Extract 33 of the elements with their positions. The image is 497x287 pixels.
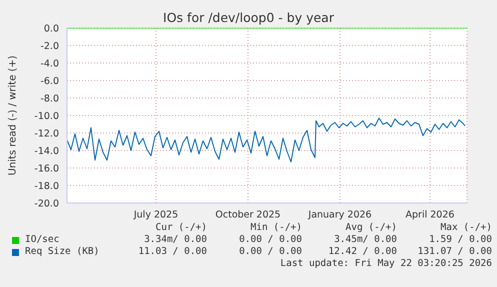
text: 12.42 / 0.00 [327,246,397,258]
y-tick-label: -14.0 [34,146,59,157]
x-tick-label: January 2026 [307,210,372,221]
text: Max (-/+) [440,222,492,234]
legend-label: IO/sec [24,234,60,246]
text: 0.00 / 0.00 [238,246,302,258]
text: Cur (-/+) [154,222,207,234]
text: Last update: Fri May 22 03:20:25 2026 [279,258,492,270]
text: 3.34m/ 0.00 [143,234,207,246]
y-tick-label: -18.0 [34,180,59,192]
y-tick-label: 0.0 [44,23,59,34]
legend-label: Req Size (KB) [24,246,100,258]
text: 11.03 / 0.00 [137,246,207,258]
text: Avg (-/+) [344,222,397,234]
x-tick-label: October 2025 [215,210,281,221]
y-tick-label: -8.0 [40,93,59,104]
text: Min (-/+) [250,222,302,234]
text: 131.07 / 0.00 [416,246,492,258]
y-tick-label: -4.0 [40,58,59,70]
line-series [67,118,466,162]
y-tick-label: -10.0 [34,110,59,122]
text: 0.00 / 0.00 [238,234,302,246]
y-tick-label: -6.0 [40,76,59,87]
y-tick-label: -2.0 [40,40,59,52]
chart-title: IOs for /dev/loop0 - by year [162,10,335,25]
y-tick-label: -20.0 [34,198,59,210]
text: 3.45m/ 0.00 [333,234,397,246]
text: 1.59 / 0.00 [428,234,492,246]
y-tick-label: -12.0 [34,128,59,140]
y-axis-title: Units read (-) / write (+) [8,55,19,176]
x-tick-label: April 2026 [406,210,454,221]
x-tick-label: July 2025 [132,210,178,221]
y-tick-label: -16.0 [34,163,59,174]
